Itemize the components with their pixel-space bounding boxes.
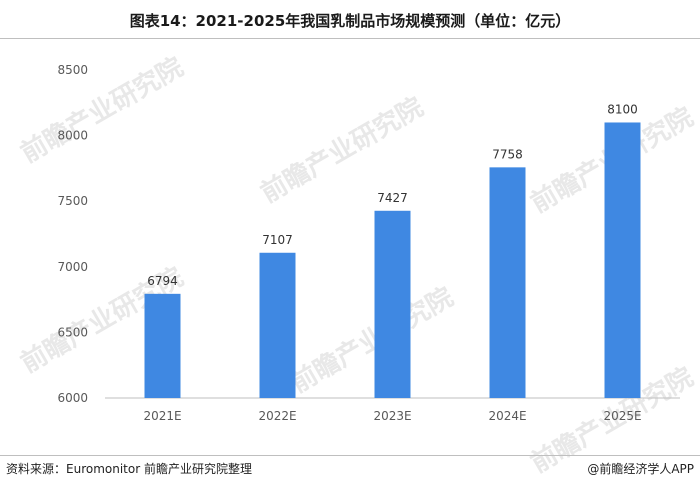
bar: [489, 167, 526, 398]
x-tick-label: 2021E: [143, 409, 181, 423]
data-label: 6794: [147, 274, 178, 288]
chart-title: 图表14：2021-2025年我国乳制品市场规模预测（单位：亿元）: [129, 12, 571, 30]
title-divider: [0, 38, 700, 39]
y-tick-label: 6000: [57, 391, 88, 405]
data-label: 7107: [262, 233, 293, 247]
y-tick-label: 8000: [57, 129, 88, 143]
x-tick-label: 2023E: [373, 409, 411, 423]
bar: [144, 293, 181, 398]
data-labels: 6794 7107 7427 7758 8100: [147, 102, 638, 287]
x-tick-label: 2025E: [603, 409, 641, 423]
data-label: 8100: [607, 102, 638, 116]
source-note: 资料来源：Euromonitor 前瞻产业研究院整理: [6, 462, 252, 476]
bar: [604, 122, 641, 398]
brand-credit: @前瞻经济学人APP: [587, 462, 694, 476]
bars: [144, 122, 641, 398]
y-tick-label: 7000: [57, 260, 88, 274]
footer-divider: [0, 455, 700, 456]
x-tick-label: 2022E: [258, 409, 296, 423]
y-tick-label: 6500: [57, 325, 88, 339]
x-axis-ticks: 2021E 2022E 2023E 2024E 2025E: [143, 409, 641, 423]
y-tick-label: 7500: [57, 194, 88, 208]
bar: [374, 210, 411, 398]
data-label: 7758: [492, 147, 523, 161]
data-label: 7427: [377, 191, 408, 205]
y-axis-ticks: 6000 6500 7000 7500 8000 8500: [57, 63, 88, 405]
x-tick-label: 2024E: [488, 409, 526, 423]
y-tick-label: 8500: [57, 63, 88, 77]
bar: [259, 252, 296, 398]
